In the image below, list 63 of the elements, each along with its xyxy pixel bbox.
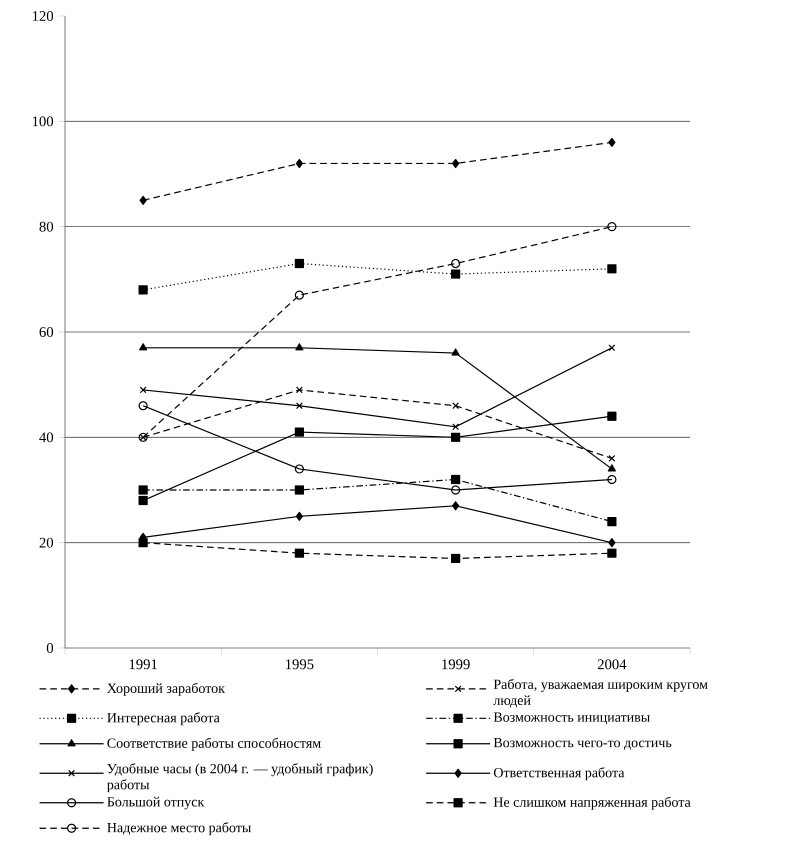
point	[608, 538, 616, 548]
legend-label: Работа, уважаемая широким кругом людей	[494, 678, 708, 708]
point	[138, 538, 148, 548]
y-tick-label: 120	[32, 11, 54, 21]
y-tick-label: 0	[46, 643, 54, 653]
y-tick-label: 20	[40, 538, 54, 548]
point	[294, 485, 304, 495]
y-tick-label: 80	[40, 222, 54, 232]
x-tick-label: 1999	[442, 659, 470, 670]
point	[138, 485, 148, 495]
point	[451, 269, 460, 279]
legend-label: Соответствие работы способностям	[107, 738, 321, 751]
point	[451, 485, 460, 495]
point	[296, 402, 303, 410]
point	[608, 454, 616, 462]
point	[140, 386, 147, 394]
y-tick-label: 60	[40, 327, 54, 337]
point	[607, 264, 616, 274]
legend-label: Хороший заработок	[107, 682, 225, 696]
point	[608, 138, 616, 147]
point	[451, 432, 460, 442]
point	[607, 222, 616, 232]
point	[138, 496, 148, 506]
point	[138, 285, 148, 294]
point	[294, 290, 304, 300]
legend-label: Надежное место работы	[107, 822, 251, 836]
point	[452, 501, 460, 510]
y-tick-label: 40	[39, 432, 54, 442]
point	[451, 474, 460, 484]
point	[608, 464, 616, 472]
legend-label: Большой отпуск	[107, 796, 204, 810]
x-tick-label: 1991	[130, 659, 157, 670]
x-tick-label: 1995	[286, 659, 314, 670]
point	[138, 401, 148, 410]
point	[607, 412, 616, 421]
point	[607, 474, 616, 484]
legend-label: Возможность инициативы	[494, 712, 650, 724]
point	[296, 158, 303, 168]
point	[296, 386, 303, 394]
point	[294, 464, 304, 474]
point	[294, 427, 304, 437]
point	[140, 196, 147, 205]
y-tick-label: 100	[32, 116, 54, 126]
legend-label: Интересная работа	[107, 712, 220, 726]
point	[452, 423, 460, 430]
point	[451, 258, 460, 268]
point	[295, 343, 304, 350]
point	[452, 158, 460, 168]
legend-label: Ответственная работа	[494, 767, 624, 780]
point	[139, 343, 148, 350]
point	[451, 554, 460, 564]
point	[608, 344, 616, 352]
point	[296, 512, 303, 521]
legend-label: Удобные часы (в 2004 г. — удобный график) работы	[107, 763, 373, 792]
point	[607, 548, 616, 558]
point	[452, 348, 460, 356]
point	[294, 258, 304, 268]
legend-label: Не слишком напряженная работа	[494, 796, 691, 810]
point	[452, 402, 460, 410]
x-tick-label: 2004	[598, 659, 626, 670]
point	[607, 516, 616, 526]
point	[294, 548, 304, 558]
legend-label: Возможность чего-то достичь	[494, 738, 672, 750]
